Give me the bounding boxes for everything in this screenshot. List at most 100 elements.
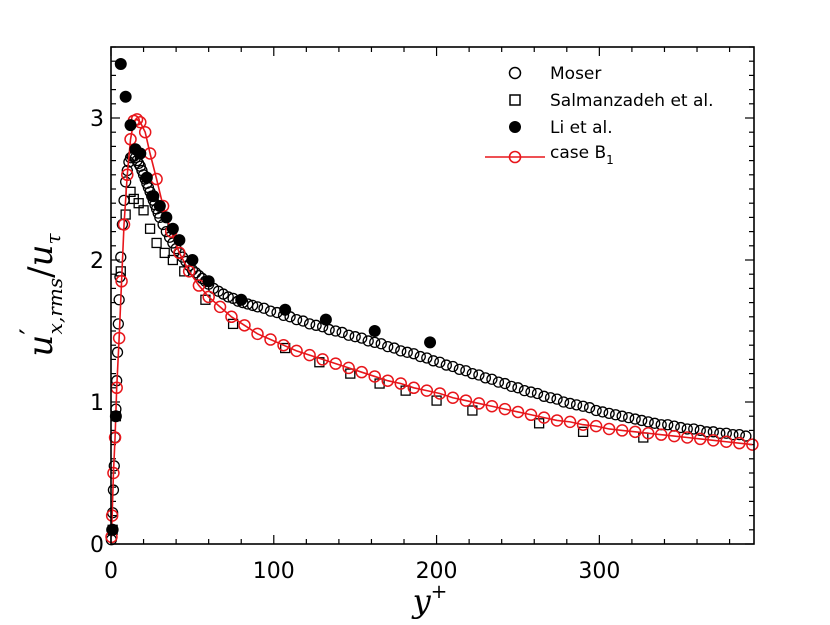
data-point-moser: [479, 372, 492, 384]
data-point-moser: [264, 305, 277, 317]
data-point-moser: [616, 410, 628, 422]
data-point-case-b1: [238, 319, 251, 332]
data-point-moser: [466, 367, 479, 380]
y-axis-title: u′x,rms/uτ: [14, 233, 67, 357]
data-point-li: [166, 222, 179, 235]
legend-marker-b1: [508, 150, 522, 164]
data-point-case-b1: [355, 365, 368, 379]
data-point-moser: [668, 420, 680, 432]
data-point-moser: [609, 409, 622, 421]
data-point-case-b1: [733, 436, 746, 450]
data-point-salmanzadeh: [159, 247, 170, 259]
data-point-salmanzadeh: [138, 205, 149, 216]
data-point-case-b1: [368, 370, 381, 383]
data-point-moser: [577, 400, 589, 412]
data-point-moser: [570, 399, 583, 411]
data-point-case-b1: [342, 361, 355, 375]
data-point-moser: [343, 329, 355, 341]
data-point-moser: [694, 424, 706, 437]
legend-label-li: Li et al.: [550, 118, 613, 138]
data-point-li: [114, 58, 127, 71]
data-point-moser: [336, 326, 348, 339]
data-point-case-b1: [182, 265, 196, 278]
data-point-li: [160, 211, 173, 224]
data-point-li: [202, 275, 215, 288]
data-point-moser: [388, 342, 400, 354]
data-point-salmanzadeh: [144, 223, 156, 234]
data-point-salmanzadeh: [167, 254, 179, 266]
data-point-moser: [486, 373, 498, 385]
data-point-case-b1: [264, 333, 277, 346]
data-point-case-b1: [107, 466, 120, 480]
series-line-case-b1: [110, 118, 753, 537]
data-point-li: [153, 200, 166, 213]
data-point-moser: [531, 387, 544, 400]
data-point-moser: [297, 315, 309, 327]
data-point-case-b1: [407, 381, 421, 395]
data-point-moser: [112, 318, 124, 330]
data-point-salmanzadeh: [151, 237, 162, 249]
data-point-moser: [714, 427, 726, 439]
data-point-li: [368, 325, 381, 337]
data-point-moser: [681, 423, 693, 435]
data-point-moser: [662, 419, 674, 431]
data-point-moser: [329, 325, 342, 337]
data-point-case-b1: [124, 133, 137, 146]
data-point-moser: [310, 319, 322, 331]
x-tick-label: 100: [253, 559, 295, 584]
legend-label-salmanzadeh: Salmanzadeh et al.: [550, 91, 714, 111]
data-point-li: [147, 190, 160, 203]
data-point-moser: [382, 340, 394, 353]
data-point-moser: [701, 426, 713, 438]
legend-marker-li: [509, 121, 521, 133]
data-point-salmanzadeh: [577, 426, 589, 437]
data-point-li: [424, 336, 437, 349]
data-point-moser: [649, 417, 661, 429]
data-point-case-b1: [615, 424, 629, 437]
data-point-case-b1: [537, 411, 551, 424]
data-point-moser: [222, 291, 234, 303]
data-point-moser: [675, 421, 687, 434]
data-point-moser: [414, 350, 426, 363]
data-point-moser: [251, 301, 264, 313]
data-point-moser: [564, 397, 576, 410]
data-point-case-b1: [121, 168, 134, 182]
data-point-moser: [408, 348, 420, 360]
series-salmanzadeh: [107, 186, 649, 535]
data-point-moser: [544, 392, 557, 404]
y-tick-label: 2: [90, 249, 104, 274]
data-point-case-b1: [192, 279, 206, 292]
data-point-case-b1: [213, 300, 227, 314]
data-point-moser: [290, 313, 303, 326]
data-point-case-b1: [602, 422, 616, 436]
data-point-case-b1: [446, 391, 460, 404]
data-point-case-b1: [459, 394, 473, 407]
data-point-salmanzadeh: [431, 395, 442, 406]
y-tick-label: 1: [90, 391, 104, 416]
data-point-case-b1: [563, 415, 577, 429]
data-point-case-b1: [485, 400, 499, 413]
data-point-moser: [733, 429, 745, 441]
legend-label-b1: case B1: [550, 143, 614, 167]
data-point-case-b1: [138, 125, 152, 139]
data-point-moser: [492, 376, 505, 388]
data-point-moser: [727, 429, 739, 441]
data-point-moser: [505, 380, 518, 393]
data-point-moser: [629, 413, 641, 425]
data-point-li: [186, 254, 199, 266]
data-point-case-b1: [746, 438, 759, 451]
data-point-li: [235, 293, 248, 306]
data-point-moser: [427, 355, 439, 367]
data-point-moser: [623, 411, 635, 424]
data-point-salmanzadeh: [200, 294, 211, 305]
y-tick-label: 3: [90, 107, 104, 132]
data-point-salmanzadeh: [467, 405, 478, 416]
data-point-moser: [551, 393, 563, 405]
data-point-moser: [375, 338, 387, 350]
x-tick-label: 0: [104, 559, 118, 584]
data-point-case-b1: [108, 431, 122, 444]
data-point-moser: [258, 302, 270, 314]
data-point-li: [124, 119, 137, 132]
data-point-case-b1: [550, 414, 564, 427]
